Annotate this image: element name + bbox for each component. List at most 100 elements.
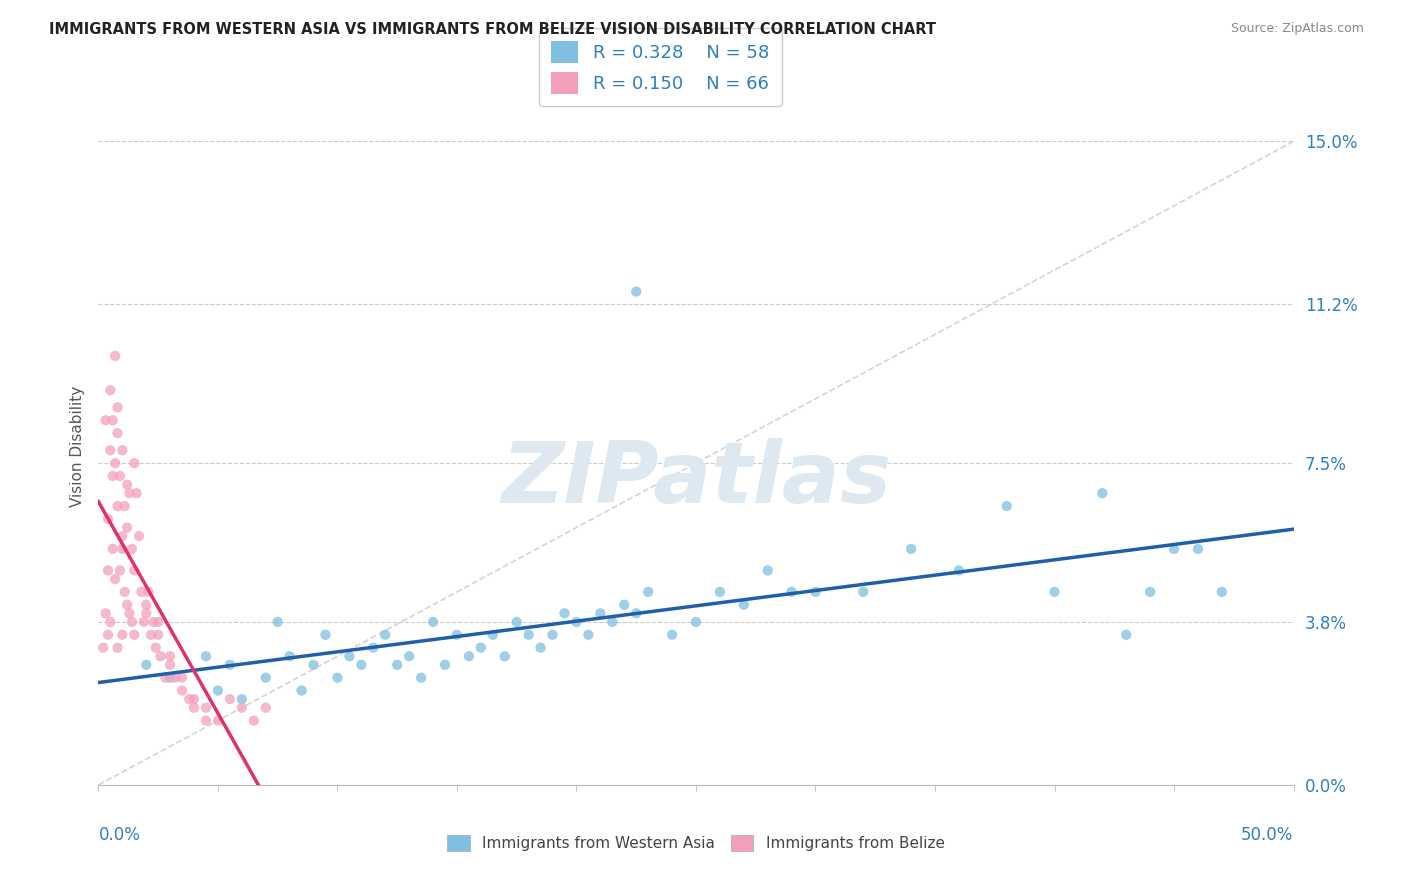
Point — [613, 598, 636, 612]
Text: ZIPatlas: ZIPatlas — [501, 438, 891, 522]
Point — [231, 700, 253, 714]
Legend: Immigrants from Western Asia, Immigrants from Belize: Immigrants from Western Asia, Immigrants… — [440, 828, 952, 859]
Point — [733, 598, 755, 612]
Point — [254, 700, 277, 714]
Point — [374, 628, 396, 642]
Point — [207, 683, 229, 698]
Point — [159, 649, 181, 664]
Point — [422, 615, 444, 629]
Point — [1115, 628, 1137, 642]
Text: 0.0%: 0.0% — [98, 826, 141, 844]
Point — [91, 640, 114, 655]
Point — [115, 477, 138, 491]
Point — [231, 692, 253, 706]
Point — [1211, 585, 1233, 599]
Point — [183, 700, 205, 714]
Point — [1163, 541, 1185, 556]
Y-axis label: Vision Disability: Vision Disability — [69, 385, 84, 507]
Point — [780, 585, 803, 599]
Point — [446, 628, 468, 642]
Text: 50.0%: 50.0% — [1241, 826, 1294, 844]
Point — [626, 285, 648, 299]
Point — [195, 700, 218, 714]
Point — [104, 456, 127, 470]
Point — [111, 628, 134, 642]
Point — [243, 714, 266, 728]
Point — [756, 563, 779, 577]
Point — [207, 714, 229, 728]
Point — [554, 607, 576, 621]
Point — [589, 607, 612, 621]
Point — [135, 598, 157, 612]
Point — [118, 607, 141, 621]
Point — [114, 499, 136, 513]
Point — [124, 563, 146, 577]
Point — [121, 615, 143, 629]
Point — [107, 499, 129, 513]
Point — [94, 607, 117, 621]
Text: IMMIGRANTS FROM WESTERN ASIA VS IMMIGRANTS FROM BELIZE VISION DISABILITY CORRELA: IMMIGRANTS FROM WESTERN ASIA VS IMMIGRAN… — [49, 22, 936, 37]
Point — [101, 469, 124, 483]
Point — [172, 671, 194, 685]
Point — [172, 683, 194, 698]
Point — [111, 443, 134, 458]
Point — [565, 615, 588, 629]
Point — [494, 649, 516, 664]
Point — [661, 628, 683, 642]
Point — [135, 607, 157, 621]
Point — [1139, 585, 1161, 599]
Point — [115, 598, 138, 612]
Point — [145, 640, 167, 655]
Point — [124, 456, 146, 470]
Point — [155, 671, 177, 685]
Point — [506, 615, 529, 629]
Point — [685, 615, 707, 629]
Point — [900, 541, 922, 556]
Point — [254, 671, 277, 685]
Point — [267, 615, 290, 629]
Point — [219, 657, 242, 672]
Point — [350, 657, 373, 672]
Text: Source: ZipAtlas.com: Source: ZipAtlas.com — [1230, 22, 1364, 36]
Point — [434, 657, 457, 672]
Point — [148, 628, 170, 642]
Point — [139, 628, 162, 642]
Point — [278, 649, 301, 664]
Point — [124, 628, 146, 642]
Point — [148, 615, 170, 629]
Point — [135, 657, 157, 672]
Point — [108, 563, 131, 577]
Point — [159, 671, 181, 685]
Point — [291, 683, 314, 698]
Point — [578, 628, 600, 642]
Point — [98, 383, 122, 397]
Point — [709, 585, 731, 599]
Point — [101, 413, 124, 427]
Point — [804, 585, 827, 599]
Point — [104, 572, 127, 586]
Point — [97, 563, 120, 577]
Point — [626, 607, 648, 621]
Point — [97, 512, 120, 526]
Point — [94, 413, 117, 427]
Point — [97, 628, 120, 642]
Point — [852, 585, 875, 599]
Point — [195, 649, 218, 664]
Point — [114, 585, 136, 599]
Point — [111, 529, 134, 543]
Point — [163, 671, 186, 685]
Point — [326, 671, 349, 685]
Point — [637, 585, 659, 599]
Point — [995, 499, 1018, 513]
Point — [602, 615, 624, 629]
Point — [107, 401, 129, 415]
Point — [530, 640, 553, 655]
Point — [128, 529, 150, 543]
Point — [183, 692, 205, 706]
Point — [118, 486, 141, 500]
Point — [411, 671, 433, 685]
Point — [98, 615, 122, 629]
Point — [948, 563, 970, 577]
Point — [131, 585, 153, 599]
Point — [108, 469, 131, 483]
